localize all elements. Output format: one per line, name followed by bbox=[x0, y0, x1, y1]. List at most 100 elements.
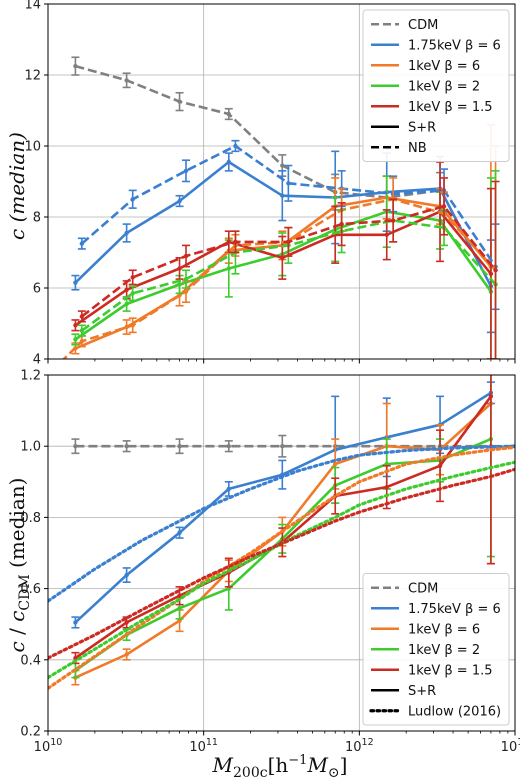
legend-label: 1.75keV β = 6 bbox=[408, 602, 501, 617]
data-point bbox=[124, 652, 129, 657]
top-panel: 4 6 8 10 12 14 CDM 1.75keV β = 6 1keV β = 6 1keV … bbox=[24, 0, 516, 368]
x-tick-label: 1012 bbox=[345, 737, 374, 755]
data-point bbox=[488, 394, 494, 399]
data-point bbox=[226, 266, 231, 271]
legend-label: 1.75keV β = 6 bbox=[408, 38, 501, 53]
data-point bbox=[226, 239, 231, 245]
data-point bbox=[441, 204, 447, 209]
legend-label: NB bbox=[408, 141, 427, 156]
series-line-5 bbox=[48, 444, 515, 603]
legend: CDM 1.75keV β = 6 1keV β = 6 1keV β = 2 1keV… bbox=[362, 573, 510, 726]
x-tick-label: 1013 bbox=[501, 737, 520, 755]
data-point bbox=[384, 232, 389, 237]
data-point bbox=[124, 78, 129, 83]
y-tick-label: 14 bbox=[24, 0, 41, 13]
y-tick-label: 0.2 bbox=[20, 725, 41, 740]
legend: CDM 1.75keV β = 6 1keV β = 6 1keV β = 2 1keV… bbox=[362, 9, 510, 162]
series-line-7 bbox=[48, 460, 515, 680]
data-point bbox=[226, 111, 231, 117]
data-point bbox=[384, 484, 389, 490]
data-point bbox=[124, 230, 129, 236]
data-point bbox=[333, 461, 338, 467]
data-point bbox=[73, 337, 78, 342]
legend-label: 1keV β = 2 bbox=[408, 79, 480, 94]
series-line-8 bbox=[48, 467, 515, 660]
plot-area bbox=[62, 56, 500, 359]
y-tick-label: 0.6 bbox=[20, 582, 41, 597]
legend-label: Ludlow (2016) bbox=[408, 704, 501, 719]
data-point bbox=[233, 239, 238, 245]
data-point bbox=[130, 291, 135, 296]
data-point bbox=[226, 486, 231, 492]
series-line-0 bbox=[75, 64, 441, 199]
legend-label: 1keV β = 6 bbox=[408, 59, 480, 74]
legend-label: S+R bbox=[408, 684, 436, 699]
bottom-panel: 0.2 0.4 0.6 0.8 1.0 1.2 1010 1011 1012 1013 CDM 1.7… bbox=[20, 369, 520, 756]
top-y-axis-label: c (median) bbox=[5, 132, 29, 240]
y-tick-label: 6 bbox=[33, 282, 41, 297]
data-point bbox=[124, 620, 129, 625]
data-point bbox=[124, 301, 129, 307]
data-point bbox=[390, 218, 396, 223]
data-point bbox=[437, 463, 443, 468]
y-tick-label: 0.8 bbox=[20, 511, 41, 526]
y-tick-label: 0.4 bbox=[20, 653, 41, 668]
legend-label: 1keV β = 1.5 bbox=[408, 100, 493, 115]
data-point bbox=[280, 444, 285, 449]
data-point bbox=[183, 253, 189, 259]
data-point bbox=[280, 193, 285, 198]
data-point bbox=[130, 323, 135, 328]
legend-label: CDM bbox=[408, 581, 438, 596]
data-point bbox=[177, 198, 182, 204]
data-point bbox=[124, 287, 129, 292]
legend-label: 1keV β = 2 bbox=[408, 643, 480, 658]
legend-box bbox=[362, 9, 510, 162]
data-point bbox=[73, 280, 78, 285]
y-tick-label: 10 bbox=[24, 140, 41, 155]
data-point bbox=[339, 221, 344, 227]
data-point bbox=[73, 620, 78, 625]
data-point bbox=[177, 99, 182, 104]
series-line-6 bbox=[62, 198, 497, 359]
legend-box bbox=[362, 573, 510, 726]
data-point bbox=[286, 239, 291, 245]
data-point bbox=[488, 271, 494, 276]
legend-label: 1keV β = 6 bbox=[408, 622, 480, 637]
y-tick-label: 1.0 bbox=[20, 440, 41, 455]
data-point bbox=[73, 444, 78, 449]
data-point bbox=[177, 266, 182, 271]
x-tick-label: 1011 bbox=[189, 737, 218, 755]
data-point bbox=[233, 143, 238, 149]
y-tick-label: 8 bbox=[33, 211, 41, 226]
data-point bbox=[280, 163, 285, 168]
data-point bbox=[73, 655, 78, 661]
x-axis-label: M200c[h−1M⊙] bbox=[212, 753, 348, 781]
plot-area bbox=[48, 375, 515, 690]
data-point bbox=[79, 328, 85, 333]
data-point bbox=[73, 323, 78, 328]
y-tick-label: 4 bbox=[33, 353, 41, 368]
data-point bbox=[177, 444, 182, 449]
x-tick-label: 1010 bbox=[34, 737, 63, 755]
series-line-6 bbox=[48, 445, 515, 690]
y-tick-label: 1.2 bbox=[20, 369, 41, 384]
data-point bbox=[73, 63, 78, 69]
data-point bbox=[286, 181, 291, 186]
series-line-4 bbox=[74, 210, 492, 327]
legend-label: 1keV β = 1.5 bbox=[408, 663, 493, 678]
data-point bbox=[130, 197, 135, 202]
data-point bbox=[79, 241, 85, 246]
data-point bbox=[493, 268, 498, 273]
data-point bbox=[130, 275, 135, 280]
data-point bbox=[177, 530, 182, 535]
legend-label: CDM bbox=[408, 18, 438, 33]
plot-frame bbox=[47, 3, 516, 360]
legend-label: S+R bbox=[408, 120, 436, 135]
data-point bbox=[183, 276, 189, 282]
data-point bbox=[79, 314, 85, 319]
plot-frame bbox=[47, 374, 516, 732]
data-point bbox=[124, 572, 129, 578]
data-point bbox=[124, 444, 129, 449]
data-point bbox=[183, 289, 189, 294]
